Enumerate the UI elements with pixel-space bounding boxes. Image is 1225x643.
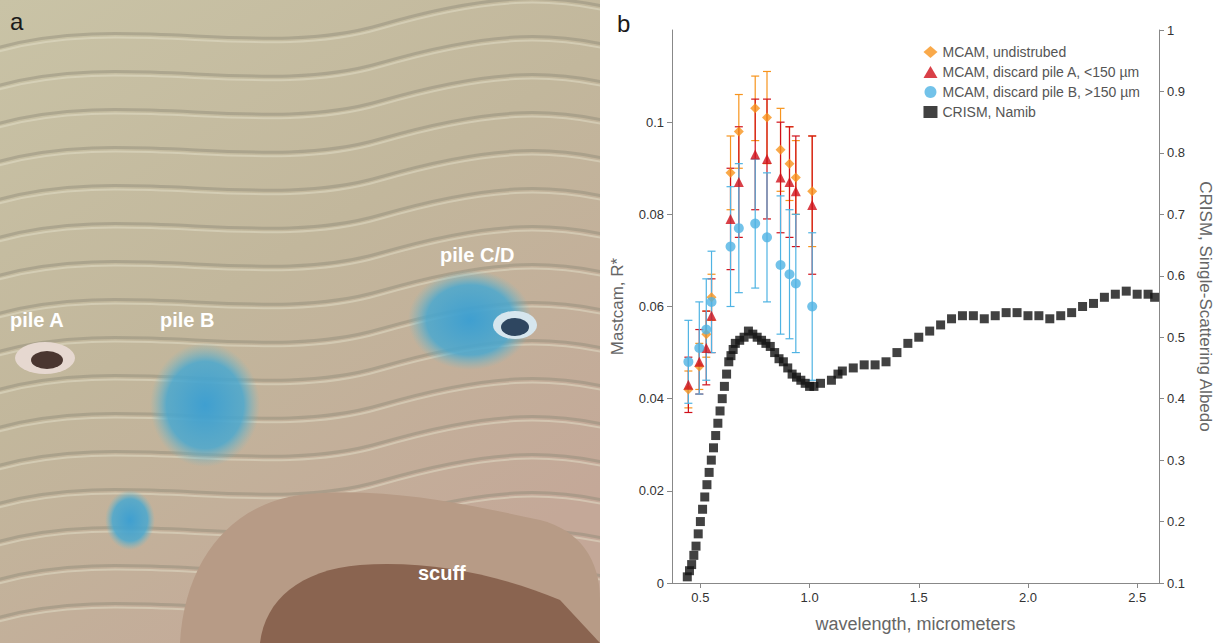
svg-text:1: 1 — [1167, 23, 1174, 38]
svg-text:0.02: 0.02 — [639, 483, 664, 498]
svg-text:2.5: 2.5 — [1128, 590, 1146, 605]
svg-text:0.06: 0.06 — [639, 299, 664, 314]
svg-text:0: 0 — [657, 576, 664, 591]
svg-text:CRISM, Namib: CRISM, Namib — [942, 104, 1036, 120]
svg-text:1.5: 1.5 — [910, 590, 928, 605]
svg-text:b: b — [617, 10, 630, 37]
svg-text:pile B: pile B — [160, 309, 214, 331]
svg-text:MCAM, undistrubed: MCAM, undistrubed — [942, 44, 1066, 60]
svg-text:0.8: 0.8 — [1167, 145, 1185, 160]
svg-text:pile A: pile A — [10, 309, 64, 331]
svg-text:0.1: 0.1 — [1167, 576, 1185, 591]
svg-text:0.7: 0.7 — [1167, 207, 1185, 222]
svg-text:MCAM, discard pile A, <150 µm: MCAM, discard pile A, <150 µm — [942, 64, 1139, 80]
svg-text:2.0: 2.0 — [1019, 590, 1037, 605]
svg-text:0.04: 0.04 — [639, 391, 664, 406]
svg-text:0.5: 0.5 — [691, 590, 709, 605]
svg-text:pile C/D: pile C/D — [440, 244, 514, 266]
svg-text:MCAM, discard pile B, >150 µm: MCAM, discard pile B, >150 µm — [942, 84, 1140, 100]
svg-text:Mastcam, R*: Mastcam, R* — [608, 257, 627, 355]
svg-text:0.3: 0.3 — [1167, 453, 1185, 468]
svg-text:CRISM, Single-Scattering Albed: CRISM, Single-Scattering Albedo — [1196, 181, 1215, 431]
svg-text:0.1: 0.1 — [646, 115, 664, 130]
svg-text:a: a — [10, 8, 24, 35]
svg-text:scuff: scuff — [418, 562, 466, 584]
svg-text:0.6: 0.6 — [1167, 268, 1185, 283]
svg-text:wavelength, micrometers: wavelength, micrometers — [814, 614, 1015, 634]
svg-text:0.2: 0.2 — [1167, 514, 1185, 529]
svg-text:0.4: 0.4 — [1167, 391, 1185, 406]
svg-text:1.0: 1.0 — [801, 590, 819, 605]
svg-text:0.5: 0.5 — [1167, 330, 1185, 345]
svg-text:0.9: 0.9 — [1167, 84, 1185, 99]
svg-text:0.08: 0.08 — [639, 207, 664, 222]
